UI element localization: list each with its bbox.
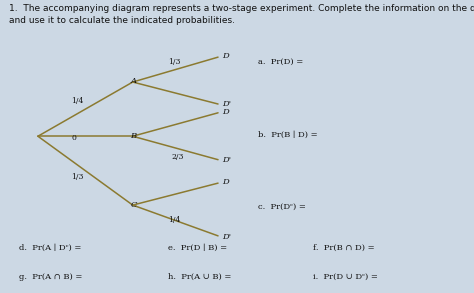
- Text: 1.  The accompanying diagram represents a two-stage experiment. Complete the inf: 1. The accompanying diagram represents a…: [9, 4, 474, 13]
- Text: 2/3: 2/3: [172, 153, 184, 161]
- Text: D': D': [222, 100, 231, 108]
- Text: e.  Pr(D ∣ B) =: e. Pr(D ∣ B) =: [168, 243, 228, 252]
- Text: C: C: [130, 201, 137, 209]
- Text: h.  Pr(A ∪ B) =: h. Pr(A ∪ B) =: [168, 273, 232, 281]
- Text: A: A: [130, 77, 137, 86]
- Text: 0: 0: [71, 134, 76, 142]
- Text: 1/3: 1/3: [168, 57, 181, 66]
- Text: d.  Pr(A ∣ Dᶜ) =: d. Pr(A ∣ Dᶜ) =: [19, 243, 82, 252]
- Text: D': D': [222, 233, 231, 241]
- Text: a.  Pr(D) =: a. Pr(D) =: [258, 57, 303, 66]
- Text: f.  Pr(B ∩ D) =: f. Pr(B ∩ D) =: [313, 243, 374, 252]
- Text: 1/4: 1/4: [71, 97, 83, 105]
- Text: i.  Pr(D ∪ Dᶜ) =: i. Pr(D ∪ Dᶜ) =: [313, 273, 378, 281]
- Text: D: D: [222, 108, 228, 116]
- Text: and use it to calculate the indicated probabilities.: and use it to calculate the indicated pr…: [9, 16, 236, 25]
- Text: D': D': [222, 156, 231, 164]
- Text: 1/3: 1/3: [71, 173, 83, 181]
- Text: 1/4: 1/4: [168, 216, 181, 224]
- Text: g.  Pr(A ∩ B) =: g. Pr(A ∩ B) =: [19, 273, 82, 281]
- Text: c.  Pr(Dᶜ) =: c. Pr(Dᶜ) =: [258, 202, 306, 211]
- Text: D: D: [222, 178, 228, 186]
- Text: B: B: [130, 132, 137, 140]
- Text: D: D: [222, 52, 228, 60]
- Text: b.  Pr(B ∣ D) =: b. Pr(B ∣ D) =: [258, 131, 318, 139]
